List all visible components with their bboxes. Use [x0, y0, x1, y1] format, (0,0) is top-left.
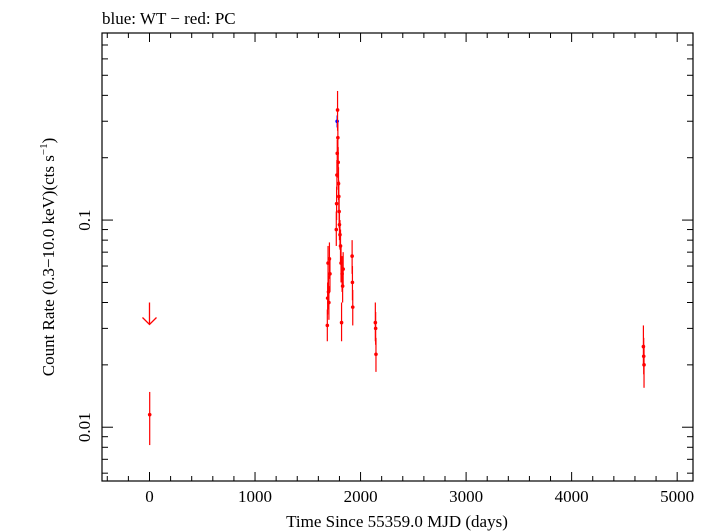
x-axis: 0 1000 2000 3000 4000 5000: [106, 33, 694, 506]
data-point: [147, 412, 152, 417]
plot-frame: [101, 32, 694, 482]
data-point: [336, 160, 340, 165]
data-point: [328, 272, 332, 276]
chart-title: blue: WT − red: PC: [102, 9, 236, 28]
x-tick-label: 3000: [449, 487, 483, 506]
x-axis-label: Time Since 55359.0 MJD (days): [286, 512, 508, 531]
data-series: [142, 90, 646, 446]
x-tick-label: 2000: [344, 487, 378, 506]
series-pc: [142, 90, 646, 446]
data-point: [341, 267, 345, 271]
y-axis-label: Count Rate (0.3−10.0 keV)(cts s−1): [38, 138, 58, 377]
data-point: [334, 227, 339, 232]
x-tick-label: 4000: [555, 487, 589, 506]
data-point: [350, 254, 354, 258]
data-point: [373, 326, 378, 331]
data-point: [325, 323, 330, 328]
data-point: [335, 108, 340, 112]
x-tick-label: 1000: [238, 487, 272, 506]
y-axis: 0.01 0.1: [75, 32, 693, 474]
upper-limit-arrowhead: [142, 317, 157, 326]
y-tick-label: 0.1: [75, 209, 94, 230]
y-axis-label-main: Count Rate (0.3−10.0 keV)(cts s: [39, 155, 58, 376]
y-axis-label-close: ): [39, 138, 58, 144]
data-point: [374, 352, 378, 357]
data-point: [350, 280, 355, 285]
data-point: [642, 363, 646, 367]
data-point: [339, 320, 344, 325]
x-tick-label: 5000: [660, 487, 694, 506]
y-axis-label-sup: −1: [38, 143, 50, 155]
data-point: [336, 135, 340, 140]
data-point: [350, 305, 355, 309]
x-tick-label: 0: [145, 487, 154, 506]
y-tick-label: 0.01: [75, 412, 94, 442]
data-point: [334, 201, 339, 206]
data-point: [327, 300, 331, 305]
